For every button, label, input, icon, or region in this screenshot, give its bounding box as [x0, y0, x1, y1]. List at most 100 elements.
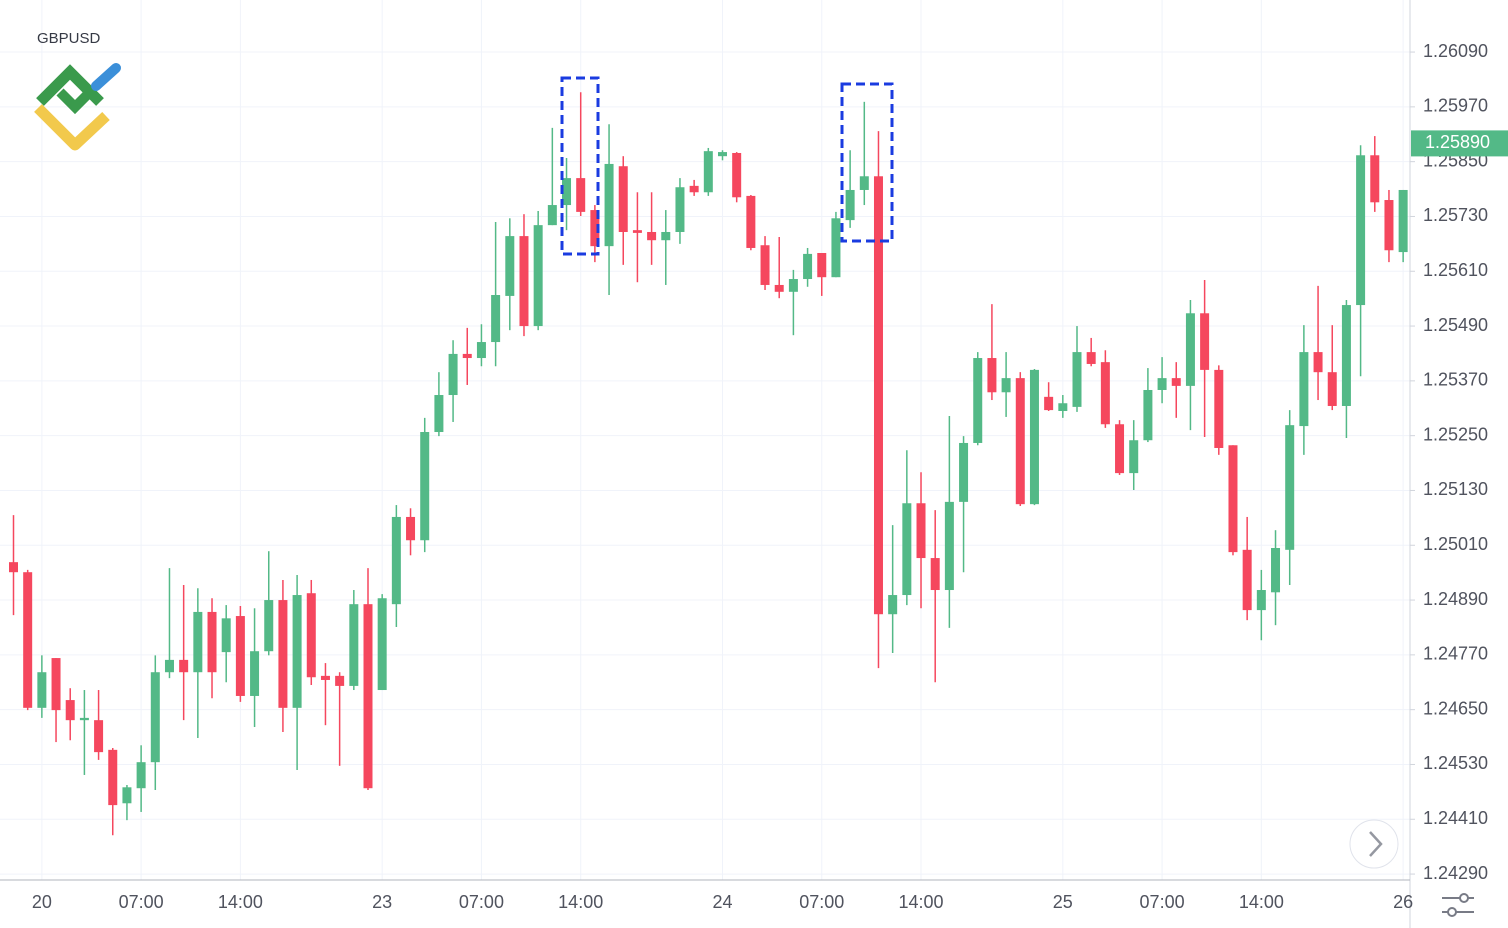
- candle-body: [661, 231, 671, 241]
- grid: [0, 0, 1410, 880]
- y-tick-label: 1.25250: [1423, 424, 1488, 444]
- candle-body: [491, 295, 501, 343]
- candle-body: [1044, 396, 1054, 411]
- candle-body: [1285, 425, 1295, 550]
- symbol-label: GBPUSD: [37, 30, 101, 47]
- highlight-box: [560, 76, 600, 256]
- y-tick-label: 1.25730: [1423, 205, 1488, 225]
- candle-body: [746, 195, 756, 248]
- candle-body: [1327, 372, 1337, 406]
- candle-body: [632, 230, 642, 233]
- candle-body: [420, 432, 430, 541]
- y-tick-label: 1.24650: [1423, 698, 1488, 718]
- candle-body: [221, 618, 231, 653]
- candle-body: [505, 236, 515, 296]
- y-tick-label: 1.24290: [1423, 863, 1488, 883]
- candle-body: [51, 658, 61, 711]
- candle-body: [1299, 352, 1309, 427]
- candle-body: [363, 604, 373, 789]
- x-tick-label: 23: [372, 892, 392, 912]
- candle-body: [930, 558, 940, 591]
- candle-body: [1029, 369, 1039, 505]
- candle-body: [718, 152, 727, 157]
- candle-body: [689, 185, 699, 193]
- candle-body: [859, 176, 869, 190]
- candle-body: [207, 611, 217, 673]
- y-tick-label: 1.25010: [1423, 534, 1488, 554]
- candle-body: [562, 178, 572, 206]
- candle-body: [873, 176, 883, 615]
- candle-body: [1313, 352, 1323, 373]
- y-tick-label: 1.25610: [1423, 260, 1488, 280]
- candle-body: [604, 163, 614, 247]
- x-tick-label: 25: [1053, 892, 1073, 912]
- candle-body: [973, 358, 983, 443]
- candle-body: [122, 787, 132, 804]
- candle-body: [703, 151, 713, 193]
- candle-body: [1143, 389, 1153, 441]
- x-tick-label: 07:00: [459, 892, 504, 912]
- candle-body: [406, 516, 416, 541]
- candle-body: [179, 659, 189, 673]
- x-tick-label: 26: [1393, 892, 1413, 912]
- candle-body: [547, 205, 557, 226]
- candle-body: [448, 353, 458, 396]
- x-tick-label: 14:00: [218, 892, 263, 912]
- candle-body: [760, 245, 770, 285]
- candle-body: [1384, 200, 1394, 251]
- candle-body: [164, 659, 174, 673]
- candle-body: [845, 189, 855, 221]
- last-price-tag: [1411, 130, 1508, 157]
- candle-body: [136, 762, 146, 789]
- y-tick-label: 1.24410: [1423, 808, 1488, 828]
- candle-body: [1058, 403, 1068, 412]
- candle-body: [902, 503, 912, 596]
- x-tick-label: 14:00: [898, 892, 943, 912]
- candle-body: [108, 749, 118, 806]
- candle-body: [944, 501, 954, 591]
- candle-body: [476, 342, 486, 359]
- candle-body: [831, 218, 841, 278]
- highlight-box: [840, 82, 894, 243]
- candle-body: [292, 595, 302, 708]
- settings-icon[interactable]: [1442, 893, 1474, 917]
- candle-body: [1001, 378, 1011, 393]
- candles: [9, 92, 1408, 836]
- candle-body: [1256, 590, 1266, 611]
- y-tick-label: 1.26090: [1423, 41, 1488, 61]
- candle-body: [193, 611, 203, 673]
- x-tick-label: 14:00: [1239, 892, 1284, 912]
- candle-body: [434, 395, 444, 433]
- y-tick-label: 1.25130: [1423, 479, 1488, 499]
- y-tick-label: 1.25370: [1423, 370, 1488, 390]
- scroll-button[interactable]: [1349, 819, 1399, 869]
- candle-body: [278, 600, 288, 708]
- candle-body: [9, 562, 18, 573]
- candle-body: [377, 598, 387, 691]
- candle-body: [1185, 313, 1195, 386]
- candle-body: [462, 353, 472, 359]
- candle-body: [590, 210, 600, 247]
- candle-body: [150, 672, 160, 763]
- candle-body: [79, 717, 89, 721]
- candle-body: [519, 236, 529, 327]
- candle-body: [1341, 305, 1351, 406]
- candle-body: [94, 720, 104, 753]
- candle-body: [1015, 378, 1025, 505]
- logo: [34, 63, 121, 151]
- candle-body: [817, 252, 827, 278]
- x-tick-label: 24: [712, 892, 732, 912]
- x-tick-label: 07:00: [1140, 892, 1185, 912]
- candle-body: [987, 358, 997, 393]
- candle-body: [250, 651, 260, 696]
- y-tick-label: 1.25490: [1423, 315, 1488, 335]
- last-price-label: 1.25890: [1425, 132, 1490, 152]
- candle-body: [788, 279, 798, 292]
- candle-body: [1072, 352, 1082, 407]
- candle-body: [1200, 313, 1210, 370]
- x-tick-label: 20: [32, 892, 52, 912]
- candle-body: [576, 178, 586, 212]
- candle-body: [959, 442, 969, 502]
